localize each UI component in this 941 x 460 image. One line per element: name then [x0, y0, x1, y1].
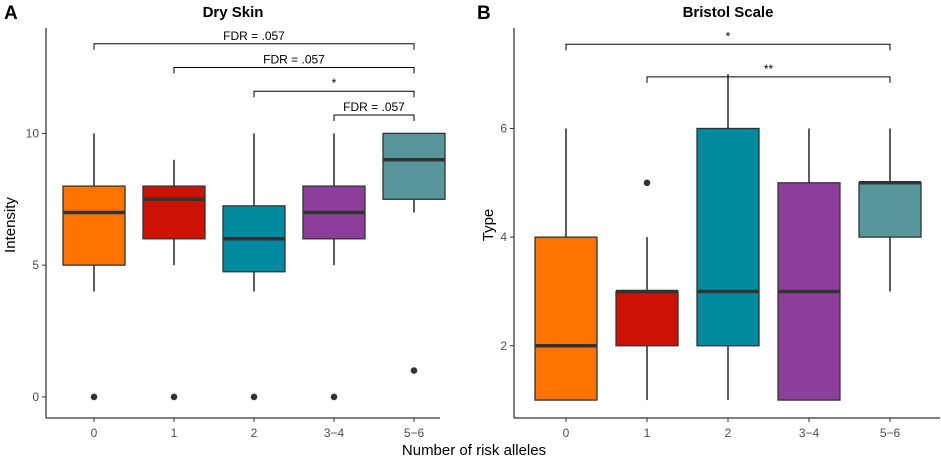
panel-b-x-tick-label: 2 [725, 426, 732, 440]
panel-b-y-label: Type [480, 209, 497, 242]
panel-a-x-tick-label: 3−4 [324, 426, 345, 440]
panel-a-y-tick-label: 10 [26, 126, 40, 140]
panel-a: A Dry Skin Intensity 0 5 10 0 1 2 3−4 5−6 FDR = … [2, 3, 446, 440]
box-0 [534, 236, 598, 401]
significance-bracket [565, 43, 891, 51]
panel-a-plot: 0 5 10 0 1 2 3−4 5−6 FDR = .057 FDR = .057 * FDR = … [26, 29, 446, 440]
shared-x-label: Number of risk alleles [402, 442, 546, 459]
outlier-point [330, 393, 338, 401]
panel-a-x-tick-label: 2 [251, 426, 258, 440]
significance-bracket [93, 43, 415, 50]
outlier-point [90, 393, 98, 401]
panel-letter-a: A [4, 3, 18, 24]
box-0 [62, 185, 126, 266]
panel-b-y-tick-label: 2 [500, 339, 507, 353]
panel-a-y-tick-label: 0 [32, 390, 39, 404]
panel-a-x-tick-label: 5−6 [404, 426, 425, 440]
box-5−6 [382, 132, 446, 200]
box-1 [142, 185, 206, 240]
significance-bracket [333, 114, 415, 121]
panel-b-x-tick-label: 5−6 [880, 426, 901, 440]
box-1 [615, 290, 679, 347]
significance-label: * [332, 76, 337, 90]
panel-b-y-tick-label: 6 [500, 121, 507, 135]
outlier-point [170, 393, 178, 401]
significance-label: ** [764, 62, 774, 76]
outlier-point [410, 367, 418, 374]
panel-a-x-tick-label: 1 [171, 426, 178, 440]
outlier-point [643, 179, 651, 187]
panel-a-y-label: Intensity [2, 197, 19, 253]
significance-bracket [646, 76, 891, 83]
panel-letter-b: B [477, 3, 491, 24]
panel-b-x-tick-label: 3−4 [799, 426, 820, 440]
outlier-point [250, 393, 258, 401]
panel-b-y-tick-label: 4 [500, 230, 507, 244]
box-2 [696, 127, 760, 347]
box-5−6 [858, 182, 922, 238]
significance-bracket [173, 67, 415, 74]
panel-b-x-tick-label: 1 [644, 426, 651, 440]
significance-label: FDR = .057 [263, 53, 325, 67]
panel-b-x-tick-label: 0 [563, 426, 570, 440]
panel-a-y-tick-label: 5 [32, 258, 39, 272]
significance-label: FDR = .057 [223, 29, 285, 43]
significance-label: * [726, 29, 731, 43]
significance-label: FDR = .057 [343, 100, 405, 114]
panel-a-x-tick-label: 0 [91, 426, 98, 440]
panel-a-title: Dry Skin [203, 4, 264, 21]
significance-bracket [253, 90, 415, 98]
panel-b-title: Bristol Scale [683, 4, 774, 21]
